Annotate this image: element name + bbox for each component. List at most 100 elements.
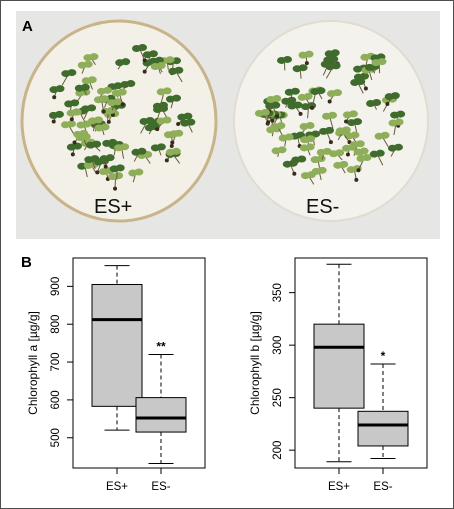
seedling-leaf <box>390 92 400 100</box>
seedling-leaf <box>165 56 175 64</box>
seedling-leaf <box>186 118 196 126</box>
iqr-box <box>357 410 409 447</box>
seedling-leaf <box>377 58 387 66</box>
seedling-leaf <box>87 76 97 84</box>
seedling-leaf <box>67 69 77 77</box>
seed-coat <box>95 170 100 175</box>
seedling-leaf <box>328 111 338 119</box>
chlorophyll-b-boxplot: 200 250 300 350 ES+ ES- Chlorophyll b [µg/g] * <box>248 257 428 493</box>
seedling-leaf <box>290 87 300 95</box>
seedling-leaf <box>355 140 365 148</box>
seed-coat <box>275 114 280 119</box>
y-tick-label: 900 <box>50 277 62 296</box>
panel-label-a: A <box>22 18 33 35</box>
seedling-leaf <box>297 155 307 163</box>
seedling-leaf <box>81 133 91 141</box>
seedling-leaf <box>156 61 166 69</box>
seed-coat <box>142 69 147 74</box>
seedling-leaf <box>284 133 294 141</box>
x-tick-label: ES- <box>373 481 392 493</box>
y-axis-title: Chlorophyll b [µg/g] <box>248 311 262 415</box>
seedling-leaf <box>331 62 341 70</box>
left-seedling-cluster <box>48 43 196 191</box>
seedling-leaf <box>303 92 313 100</box>
seed-coat <box>142 58 147 63</box>
seedling-leaf <box>87 104 97 112</box>
seedling-leaf <box>70 99 80 107</box>
seed-coat <box>170 140 175 145</box>
y-tick-label: 200 <box>272 441 284 460</box>
plot-frame <box>294 257 428 469</box>
seedling-leaf <box>102 86 112 94</box>
significance-marker: * <box>381 349 386 363</box>
seedling-leaf <box>115 164 125 172</box>
seedling-photo: A ES+ ES- <box>16 11 440 239</box>
seedling-leaf <box>325 126 335 134</box>
seedling-leaf <box>353 118 363 126</box>
seedling-leaf <box>138 43 148 51</box>
seedling-leaf <box>72 108 82 116</box>
seed-coat <box>120 102 125 107</box>
seed-coat <box>298 111 303 116</box>
seed-coat <box>113 186 118 191</box>
seed-coat <box>101 109 106 114</box>
seedling-leaf <box>359 147 369 155</box>
seedling-leaf <box>283 55 293 63</box>
seedling-leaf <box>55 85 65 93</box>
seedling-leaf <box>372 98 382 106</box>
seedling-leaf <box>117 88 127 96</box>
y-tick-label: 500 <box>50 428 62 447</box>
seed-coat <box>292 171 297 176</box>
seed-coat <box>70 152 75 157</box>
seed-coat <box>51 119 56 124</box>
seedling-leaf <box>329 55 339 63</box>
seedling-leaf <box>114 172 124 180</box>
photo-panel-a: A ES+ ES- <box>16 11 440 239</box>
seedling-leaf <box>335 149 345 157</box>
photo-label-es-plus: ES+ <box>94 196 132 218</box>
seedling-leaf <box>276 122 286 130</box>
seedling-leaf <box>304 50 314 58</box>
seedling-leaf <box>375 149 385 157</box>
seedling-leaf <box>134 168 144 176</box>
seedling-leaf <box>393 143 403 151</box>
seedling-leaf <box>333 89 343 97</box>
iqr-box <box>313 323 365 409</box>
seedling-leaf <box>311 130 321 138</box>
seedling-leaf <box>90 155 100 163</box>
seedling-leaf <box>394 118 404 126</box>
seedling-leaf <box>89 53 99 61</box>
seedling-leaf <box>171 147 181 155</box>
seedling-leaf <box>172 94 182 102</box>
seedling-leaf <box>277 146 287 154</box>
significance-marker: ** <box>156 339 166 353</box>
seedling-leaf <box>316 155 326 163</box>
seedling-leaf <box>148 50 158 58</box>
seedling-leaf <box>121 58 131 66</box>
seedling-leaf <box>54 110 64 118</box>
seedling-leaf <box>106 106 116 114</box>
seedling-leaf <box>359 72 369 80</box>
seed-coat <box>354 177 359 182</box>
seedling-leaf <box>105 154 115 162</box>
seedling-leaf <box>83 60 93 68</box>
seedling-leaf <box>306 171 316 179</box>
seed-coat <box>385 102 390 107</box>
panel-label-b: B <box>21 254 32 271</box>
seed-coat <box>164 158 169 163</box>
seedling-leaf <box>82 120 92 128</box>
seed-coat <box>363 86 368 91</box>
seedling-leaf <box>287 96 297 104</box>
seedling-leaf <box>396 110 406 118</box>
seedling-leaf <box>100 123 110 131</box>
y-tick-label: 350 <box>272 283 284 302</box>
y-axis-title: Chlorophyll a [µg/g] <box>26 311 40 415</box>
iqr-box <box>135 397 187 433</box>
seedling-leaf <box>113 98 123 106</box>
seedling-leaf <box>316 87 326 95</box>
seedling-leaf <box>348 110 358 118</box>
seed-coat <box>345 152 350 157</box>
y-tick-label: 250 <box>272 388 284 407</box>
seedling-leaf <box>339 160 349 168</box>
